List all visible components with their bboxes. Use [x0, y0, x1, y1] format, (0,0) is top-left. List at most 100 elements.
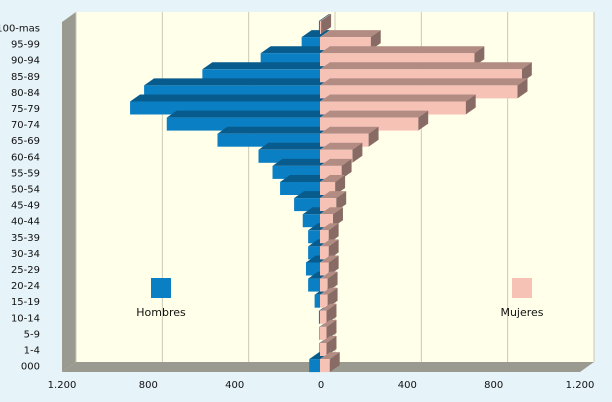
bar-top-face	[320, 191, 347, 199]
bar-top-face	[318, 14, 330, 21]
bar-top-face	[320, 336, 337, 343]
bar-top-face	[320, 126, 379, 134]
bar-mujeres	[320, 223, 339, 244]
bar-top-face	[320, 46, 485, 54]
bar-top-face	[320, 94, 476, 102]
bar-top-face	[320, 207, 343, 215]
x-tick-label: 800	[484, 380, 503, 391]
bar-side-face	[329, 352, 340, 373]
bar-mujeres	[320, 352, 340, 373]
bar-side-face	[327, 271, 338, 292]
bar-top-face	[166, 110, 330, 118]
bar-front-face	[319, 326, 320, 340]
mujeres-bars	[320, 14, 532, 373]
legend-swatch-hombres	[151, 278, 171, 298]
y-tick-label: 50-54	[11, 185, 40, 196]
legend-label-mujeres: Mujeres	[500, 306, 543, 319]
y-tick-label: 80-84	[11, 88, 40, 99]
x-tick-label: 800	[139, 380, 158, 391]
bar-top-face	[320, 110, 429, 118]
bar-mujeres	[320, 319, 337, 340]
x-tick-label: 1.200	[48, 380, 77, 391]
bar-top-face	[320, 271, 338, 279]
bar-top-face	[320, 142, 363, 150]
bar-top-face	[144, 78, 330, 86]
bar-front-face	[308, 230, 320, 244]
y-tick-label: 65-69	[11, 136, 40, 147]
bar-top-face	[320, 62, 532, 70]
y-tick-label: 1-4	[24, 346, 40, 357]
bar-top-face	[217, 126, 330, 134]
bar-top-face	[320, 287, 338, 295]
hombres-bars	[130, 14, 330, 373]
y-axis-labels: 100-mas 95-99 90-94 85-89 80-84 75-79 70-74 65-…	[0, 24, 40, 373]
bar-side-face	[326, 336, 337, 356]
y-tick-label: 20-24	[11, 281, 40, 292]
bar-mujeres	[320, 239, 339, 260]
legend-swatch-mujeres	[512, 278, 532, 298]
legend-label-hombres: Hombres	[136, 306, 186, 319]
bar-mujeres	[320, 142, 363, 163]
bar-top-face	[258, 142, 330, 150]
bar-side-face	[341, 158, 352, 179]
bar-side-face	[368, 126, 379, 147]
bar-front-face	[305, 262, 320, 276]
y-tick-label: 35-39	[11, 233, 40, 244]
y-tick-label: 95-99	[11, 40, 40, 51]
bar-mujeres	[320, 271, 338, 292]
bar-mujeres	[320, 336, 337, 356]
bar-top-face	[320, 14, 332, 21]
x-tick-label: 400	[398, 380, 417, 391]
bar-front-face	[308, 278, 320, 292]
bar-top-face	[320, 239, 339, 247]
bar-side-face	[332, 207, 343, 228]
bar-front-face	[308, 246, 320, 260]
bar-front-face	[320, 21, 322, 34]
y-tick-label: 60-64	[11, 152, 40, 163]
bar-side-face	[521, 62, 532, 83]
y-tick-label: 70-74	[11, 120, 40, 131]
bar-top-face	[320, 255, 339, 263]
bar-side-face	[328, 255, 339, 276]
bar-front-face	[319, 343, 320, 356]
bar-side-face	[326, 303, 337, 324]
bar-mujeres	[320, 255, 339, 276]
bar-top-face	[320, 352, 340, 360]
bar-front-face	[302, 214, 320, 228]
bar-front-face	[320, 343, 327, 356]
y-tick-label: 100-mas	[0, 24, 40, 35]
y-tick-label: 25-29	[11, 265, 40, 276]
bar-side-face	[418, 110, 429, 131]
bar-top-face	[202, 62, 330, 70]
bar-front-face	[309, 359, 320, 373]
bar-top-face	[260, 46, 330, 54]
bar-mujeres	[320, 175, 346, 195]
y-tick-label: 90-94	[11, 56, 40, 67]
bar-top-face	[280, 175, 330, 182]
y-tick-label: 5-9	[24, 329, 40, 340]
y-tick-label: 30-34	[11, 249, 40, 260]
bar-front-face	[320, 246, 329, 260]
bar-top-face	[320, 158, 352, 166]
y-tick-label: 75-79	[11, 104, 40, 115]
y-tick-label: 000	[21, 362, 40, 373]
bar-top-face	[320, 30, 381, 38]
x-tick-label: 0	[318, 380, 324, 391]
bar-front-face	[320, 278, 328, 292]
legend: Hombres Mujeres	[136, 278, 544, 319]
bar-front-face	[320, 230, 329, 244]
bar-mujeres	[320, 287, 338, 308]
bar-front-face	[318, 310, 320, 324]
y-tick-label: 10-14	[11, 313, 40, 324]
bar-front-face	[320, 294, 328, 308]
bar-hombres	[318, 14, 330, 34]
bar-side-face	[328, 223, 339, 244]
y-tick-label: 55-59	[11, 168, 40, 179]
y-tick-label: 85-89	[11, 72, 40, 83]
x-tick-label: 400	[225, 380, 244, 391]
bar-top-face	[130, 94, 330, 102]
bar-side-face	[517, 78, 528, 99]
bar-side-face	[326, 319, 337, 340]
bar-side-face	[336, 191, 347, 212]
